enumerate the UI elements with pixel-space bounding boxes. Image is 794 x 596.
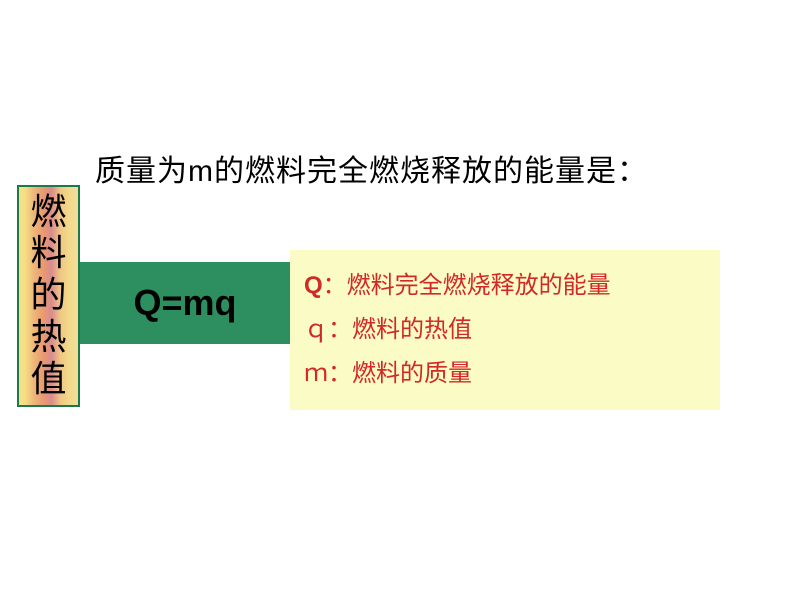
vert-char-3: 热 [30,317,66,359]
def-line-Q: Q：燃料完全燃烧释放的能量 [304,264,706,308]
vert-char-4: 值 [30,359,66,401]
def-desc-q: 燃料的热值 [352,317,472,343]
slide-heading: 质量为m的燃料完全燃烧释放的能量是： [95,146,648,190]
heading-after: 的燃料完全燃烧释放的能量是： [214,155,648,188]
def-desc-Q: 燃料完全燃烧释放的能量 [347,273,611,299]
def-sym-Q: Q [304,272,323,299]
def-line-q: ｑ：燃料的热值 [304,308,706,352]
def-line-m: ｍ：燃料的质量 [304,352,706,396]
vert-char-0: 燃 [30,192,66,234]
heading-m: m [188,155,214,188]
def-sym-m: ｍ [304,360,328,387]
formula-box: Q=mq [80,262,290,344]
def-sep-q: ： [328,317,352,343]
def-desc-m: 燃料的质量 [352,361,472,387]
vert-char-1: 料 [30,233,66,275]
formula-text: Q=mq [133,282,236,324]
definitions-box: Q：燃料完全燃烧释放的能量 ｑ：燃料的热值 ｍ：燃料的质量 [290,250,720,410]
def-sep-Q: ： [323,273,347,299]
def-sep-m: ： [328,361,352,387]
vertical-label-box: 燃 料 的 热 值 [17,185,80,407]
heading-before: 质量为 [95,155,188,188]
vert-char-2: 的 [30,275,66,317]
def-sym-q: ｑ [304,316,328,343]
